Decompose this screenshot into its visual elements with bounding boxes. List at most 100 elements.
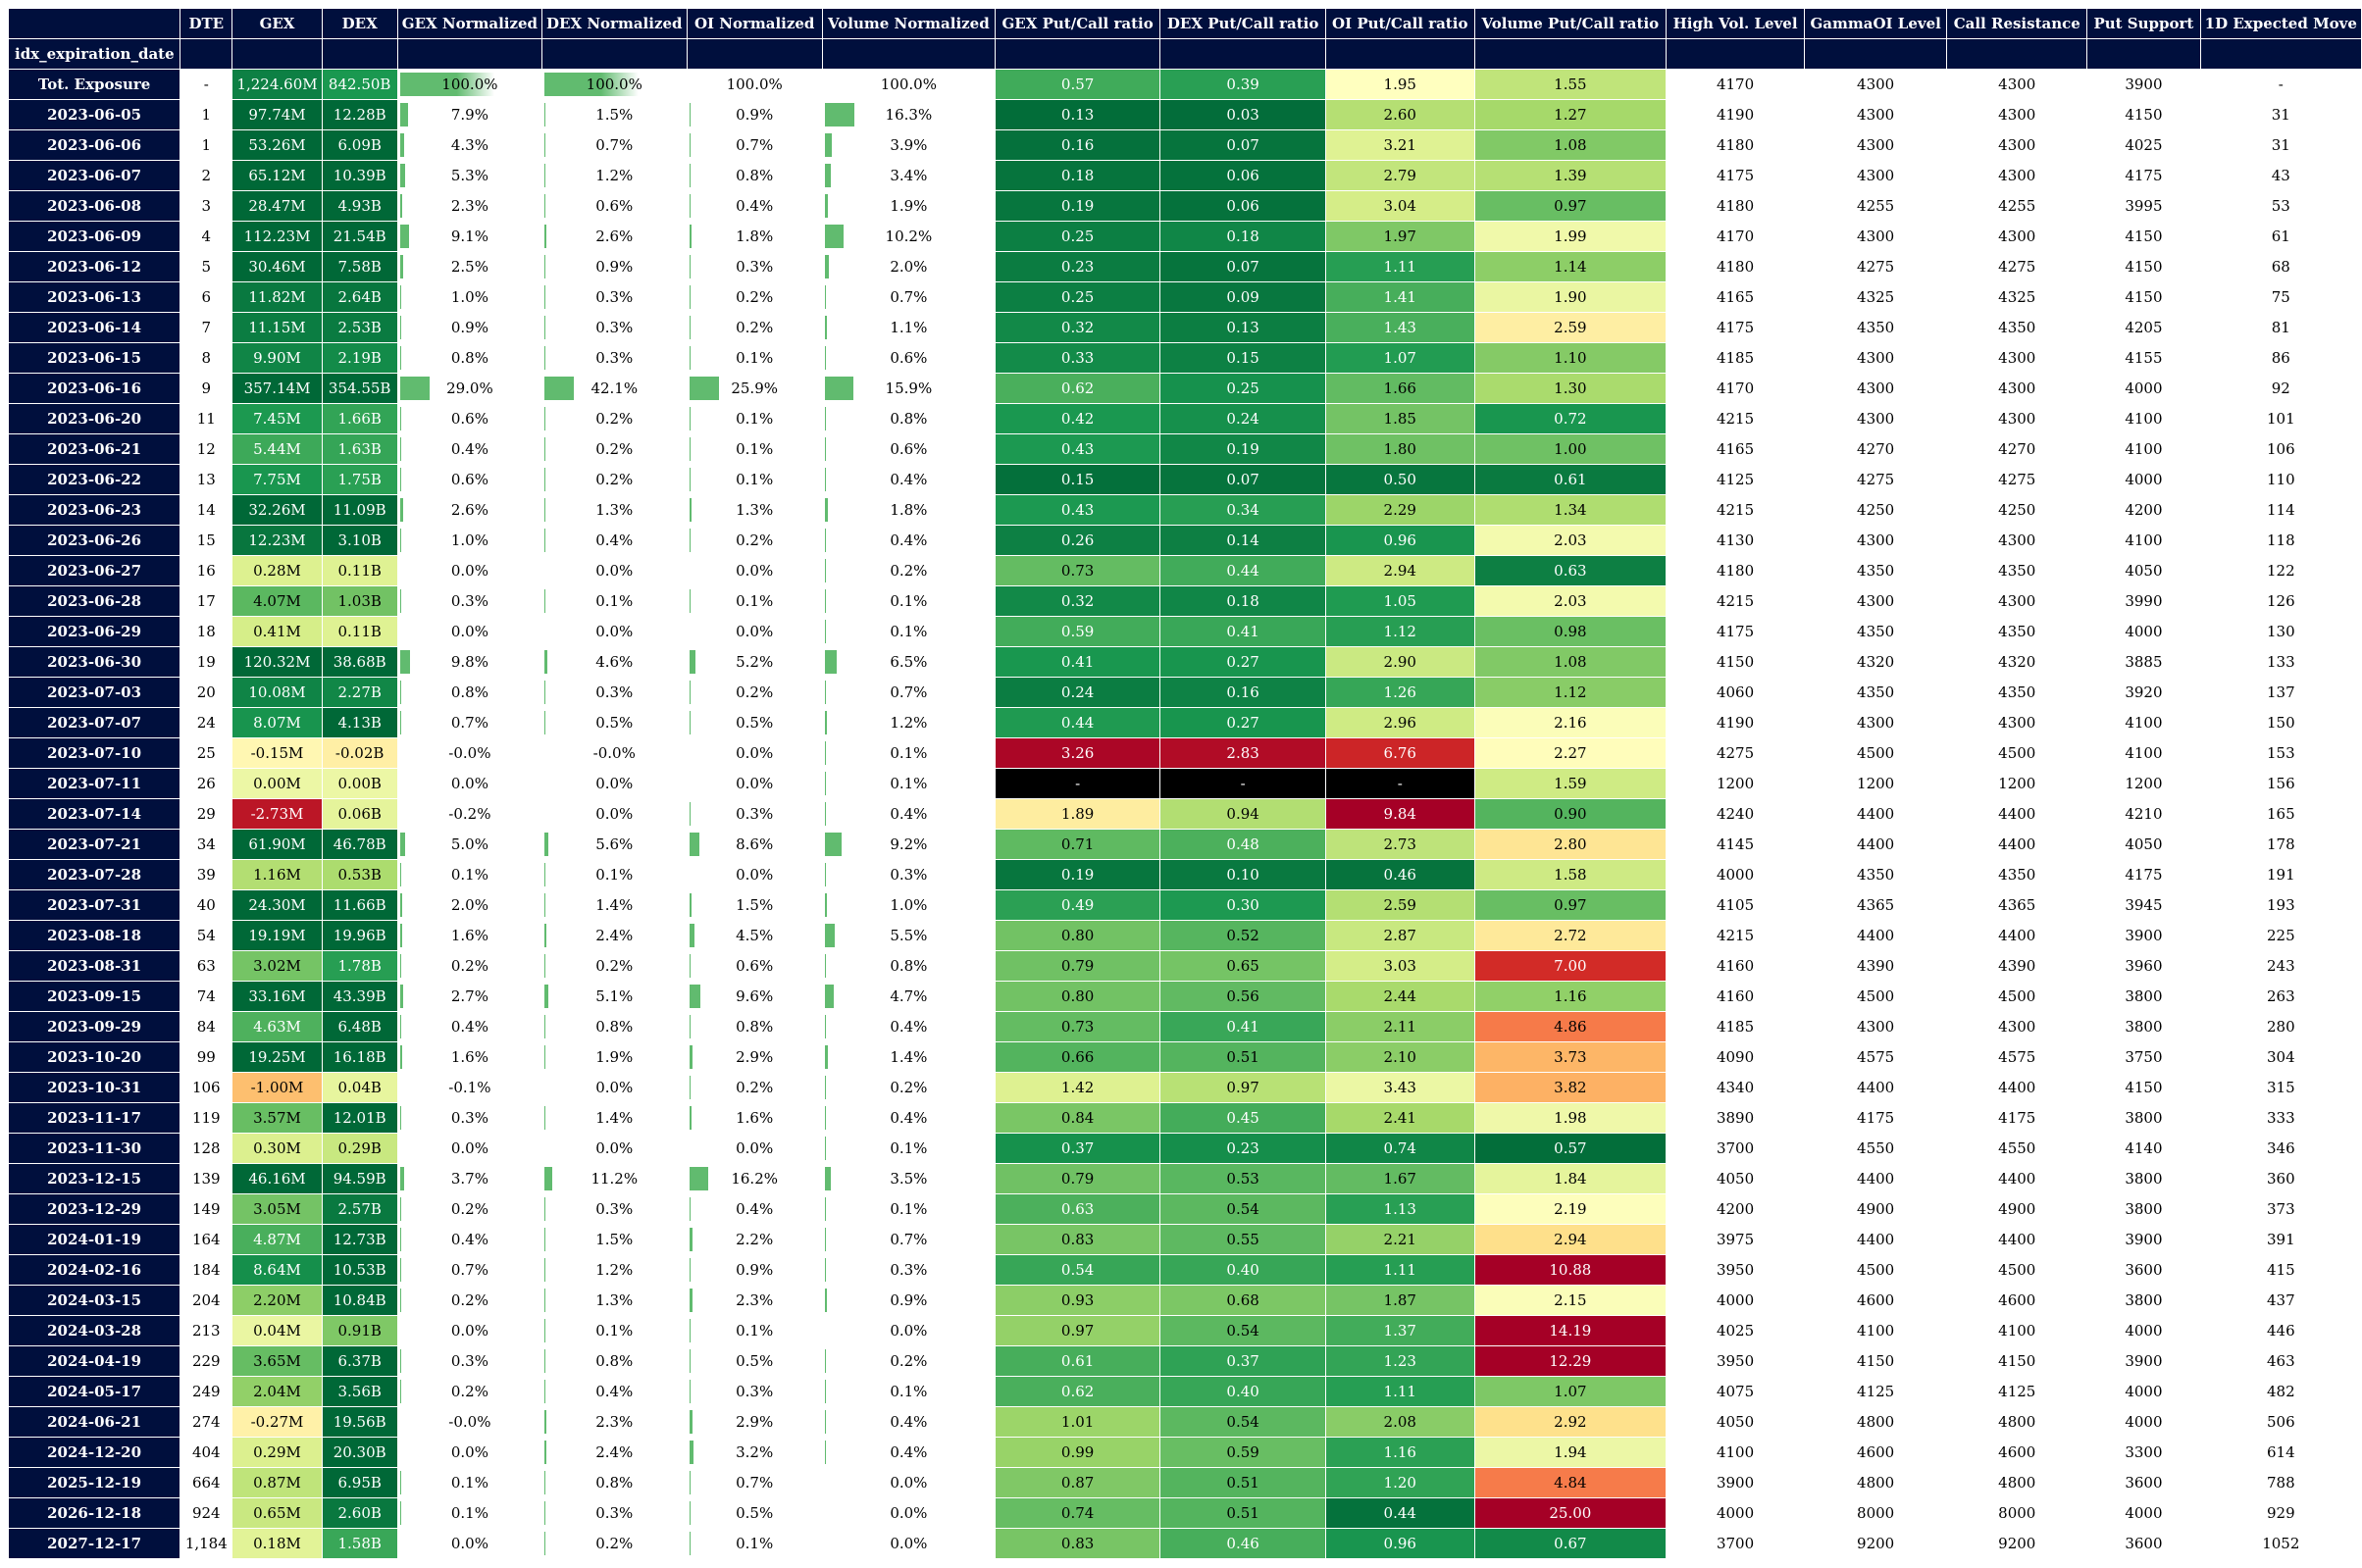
- cell-vol-n: 9.2%: [821, 829, 996, 860]
- normalized-bar: [689, 954, 691, 978]
- cell-gex-n: 0.2%: [396, 950, 543, 982]
- normalized-bar: [399, 164, 405, 187]
- cell-gex: 3.57M: [231, 1102, 323, 1134]
- bar-value-label: 0.9%: [736, 106, 774, 124]
- cell-oi-n: 0.2%: [686, 677, 823, 708]
- cell-gex-pc: 0.66: [994, 1041, 1161, 1073]
- cell-dte: 164: [180, 1224, 233, 1255]
- cell-dex-n: 1.9%: [541, 1041, 688, 1073]
- normalized-bar: [689, 103, 691, 126]
- cell-ps: 3900: [2086, 1224, 2201, 1255]
- cell-ps: 4000: [2086, 1497, 2201, 1529]
- cell-vol-pc: 1.90: [1473, 281, 1668, 313]
- cell-vol-pc: 1.14: [1473, 251, 1668, 282]
- cell-dex-n: 1.3%: [541, 1285, 688, 1316]
- bar-value-label: 2.9%: [736, 1413, 774, 1431]
- cell-em: 61: [2199, 221, 2362, 252]
- bar-value-label: 2.7%: [450, 987, 488, 1005]
- cell-cr: 4275: [1946, 464, 2088, 495]
- bar-value-label: 3.7%: [450, 1170, 488, 1188]
- cell-vol-n: 3.4%: [821, 160, 996, 191]
- cell-dex-pc: 0.18: [1159, 221, 1326, 252]
- row-label: 2023-06-21: [7, 433, 181, 465]
- cell-vol-pc: 0.98: [1473, 616, 1668, 647]
- cell-vol-n: 0.1%: [821, 1133, 996, 1164]
- cell-dex-n: 0.8%: [541, 1011, 688, 1042]
- cell-oi-n: 2.2%: [686, 1224, 823, 1255]
- cell-hvl: 4200: [1666, 1193, 1805, 1225]
- cell-oi-pc: 1.11: [1324, 1254, 1475, 1286]
- normalized-bar: [689, 650, 695, 674]
- cell-gex-n: 0.1%: [396, 1467, 543, 1498]
- cell-ps: 4000: [2086, 1315, 2201, 1346]
- cell-gex-pc: 1.42: [994, 1072, 1161, 1103]
- normalized-bar: [689, 711, 691, 734]
- cell-gex: 2.04M: [231, 1376, 323, 1407]
- cell-dex-n: 0.1%: [541, 585, 688, 617]
- cell-vol-n: 1.8%: [821, 494, 996, 526]
- row-label: 2023-11-30: [7, 1133, 181, 1164]
- bar-value-label: -0.1%: [448, 1079, 491, 1096]
- bar-value-label: 0.3%: [595, 288, 634, 306]
- normalized-bar: [399, 255, 403, 278]
- bar-value-label: 0.8%: [595, 1352, 634, 1370]
- normalized-bar: [824, 1197, 826, 1221]
- cell-gex: 7.45M: [231, 403, 323, 434]
- cell-gex-n: 0.8%: [396, 342, 543, 374]
- bar-value-label: 0.1%: [595, 866, 634, 884]
- cell-gex: 3.05M: [231, 1193, 323, 1225]
- cell-gex-pc: 0.63: [994, 1193, 1161, 1225]
- bar-value-label: 0.2%: [450, 1383, 488, 1400]
- cell-em: 506: [2199, 1406, 2362, 1438]
- cell-cr: 4300: [1946, 525, 2088, 556]
- bar-value-label: 0.0%: [890, 1504, 928, 1522]
- cell-dex-pc: 0.30: [1159, 889, 1326, 921]
- bar-value-label: 100.0%: [586, 76, 642, 93]
- cell-dex-n: 0.3%: [541, 1193, 688, 1225]
- cell-dte: 9: [180, 373, 233, 404]
- normalized-bar: [824, 954, 826, 978]
- index-row-spacer: [396, 38, 543, 70]
- normalized-bar: [544, 316, 546, 339]
- cell-ps: 4150: [2086, 99, 2201, 130]
- cell-dex: 0.29B: [321, 1133, 398, 1164]
- cell-goi: 4300: [1803, 160, 1948, 191]
- cell-cr: 4400: [1946, 829, 2088, 860]
- bar-value-label: 1.2%: [890, 714, 928, 732]
- cell-hvl: 4190: [1666, 99, 1805, 130]
- bar-value-label: 2.9%: [736, 1048, 774, 1066]
- normalized-bar: [689, 1319, 691, 1342]
- bar-value-label: 0.7%: [890, 1231, 928, 1248]
- cell-gex: -1.00M: [231, 1072, 323, 1103]
- cell-dex-pc: 0.39: [1159, 69, 1326, 100]
- bar-value-label: 1.5%: [736, 896, 774, 914]
- cell-oi-n: 0.9%: [686, 1254, 823, 1286]
- cell-em: 101: [2199, 403, 2362, 434]
- cell-hvl: 4170: [1666, 373, 1805, 404]
- bar-value-label: 0.7%: [736, 1474, 774, 1492]
- cell-gex-pc: 0.74: [994, 1497, 1161, 1529]
- cell-ps: 4000: [2086, 464, 2201, 495]
- normalized-bar: [824, 589, 826, 613]
- cell-dte: 274: [180, 1406, 233, 1438]
- cell-gex-pc: 0.18: [994, 160, 1161, 191]
- cell-dex: 20.30B: [321, 1437, 398, 1468]
- bar-value-label: 0.0%: [736, 562, 774, 580]
- cell-gex-n: 0.0%: [396, 1528, 543, 1559]
- bar-value-label: 1.9%: [890, 197, 928, 215]
- cell-goi: 4800: [1803, 1467, 1948, 1498]
- bar-value-label: 0.4%: [595, 1383, 634, 1400]
- cell-oi-pc: 1.20: [1324, 1467, 1475, 1498]
- cell-dte: 139: [180, 1163, 233, 1194]
- bar-value-label: 5.6%: [595, 835, 634, 853]
- cell-hvl: 4180: [1666, 555, 1805, 586]
- cell-hvl: 3950: [1666, 1254, 1805, 1286]
- table-row: 2023-07-03 20 10.08M 2.27B 0.8% 0.3% 0.2% 0.7% 0…: [7, 677, 2362, 708]
- cell-goi: 8000: [1803, 1497, 1948, 1529]
- cell-vol-pc: 1.10: [1473, 342, 1668, 374]
- normalized-bar: [399, 1471, 401, 1494]
- cell-vol-n: 0.4%: [821, 1102, 996, 1134]
- cell-ps: 4100: [2086, 525, 2201, 556]
- index-row-spacer: [2086, 38, 2201, 70]
- normalized-bar: [399, 529, 401, 552]
